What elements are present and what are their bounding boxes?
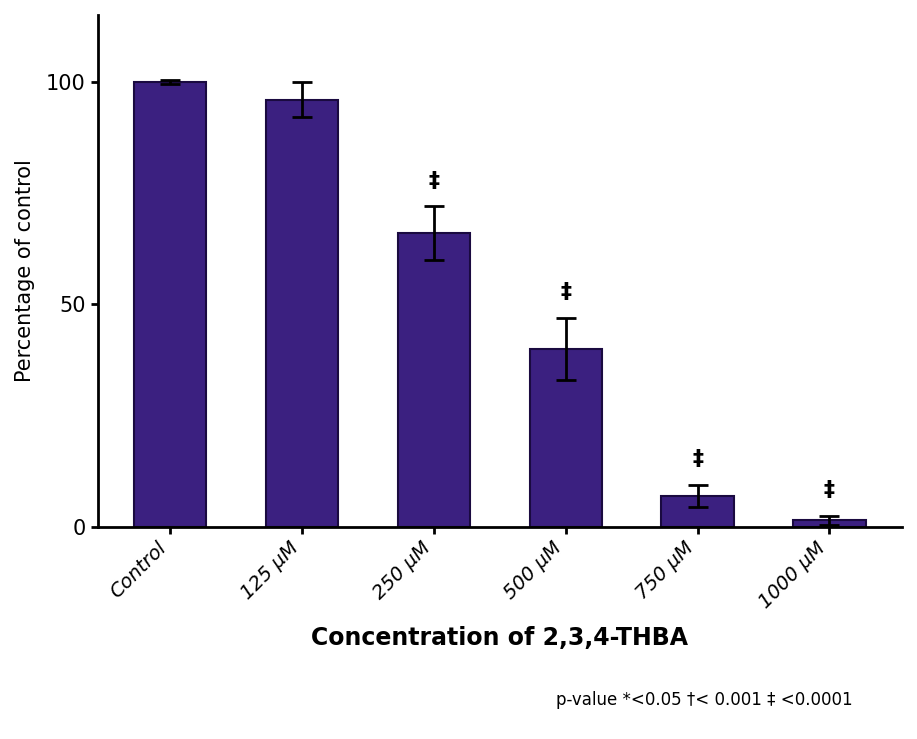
Text: ‡: ‡	[560, 282, 571, 302]
Bar	[266, 100, 338, 527]
Y-axis label: Percentage of control: Percentage of control	[15, 160, 35, 382]
Bar	[661, 496, 734, 527]
Text: ‡: ‡	[824, 480, 835, 500]
Text: ‡: ‡	[428, 171, 439, 191]
Bar	[529, 349, 602, 527]
Bar	[398, 233, 470, 527]
Bar	[134, 82, 206, 527]
Bar	[793, 520, 866, 527]
X-axis label: Concentration of 2,3,4-THBA: Concentration of 2,3,4-THBA	[312, 626, 689, 650]
Text: p-value *<0.05 †< 0.001 ‡ <0.0001: p-value *<0.05 †< 0.001 ‡ <0.0001	[557, 692, 853, 709]
Text: ‡: ‡	[692, 449, 703, 469]
